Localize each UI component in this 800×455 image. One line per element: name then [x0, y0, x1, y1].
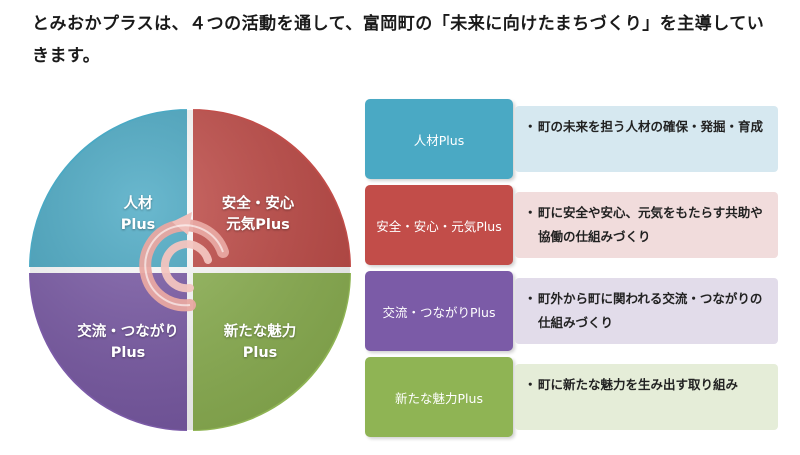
quadrant-label-line2: Plus	[120, 217, 156, 233]
activity-tag: 安全・安心・元気Plus	[365, 185, 513, 265]
intro-text: とみおかプラスは、４つの活動を通して、富岡町の「未来に向けたまちづくり」を主導し…	[32, 14, 765, 66]
activity-description: ・ 町外から町に関われる交流・つながりの仕組みづくり	[515, 278, 778, 344]
activity-description-text: 町外から町に関われる交流・つながりの仕組みづくり	[538, 291, 763, 330]
wheel-graphic	[26, 106, 354, 434]
quadrant-label-line2: Plus	[242, 345, 278, 361]
activity-row-miryoku: 新たな魅力Plus ・ 町に新たな魅力を生み出す取り組み	[365, 357, 785, 437]
bullet-mark: ・	[524, 205, 537, 220]
quadrant-label-miryoku: 新たな魅力 Plus	[212, 322, 308, 364]
bullet-mark: ・	[524, 291, 537, 306]
activity-row-anzen: 安全・安心・元気Plus ・ 町に安全や安心、元気をもたらす共助や協働の仕組みづ…	[365, 185, 785, 265]
quadrant-label-line1: 安全・安心	[221, 196, 295, 212]
activity-description: ・ 町に安全や安心、元気をもたらす共助や協働の仕組みづくり	[515, 192, 778, 258]
quadrant-jinzai	[26, 106, 189, 269]
activity-row-jinzai: 人材Plus ・ 町の未来を担う人材の確保・発掘・育成	[365, 99, 785, 179]
quadrant-label-line2: 元気Plus	[226, 217, 290, 233]
activity-tag: 交流・つながりPlus	[365, 271, 513, 351]
activity-wheel: 人材 Plus 安全・安心 元気Plus 交流・つながり Plus 新たな魅力 …	[22, 100, 366, 440]
quadrant-label-line1: 新たな魅力	[223, 324, 297, 340]
activity-description-text: 町の未来を担う人材の確保・発掘・育成	[538, 119, 764, 134]
activity-row-koryu: 交流・つながりPlus ・ 町外から町に関われる交流・つながりの仕組みづくり	[365, 271, 785, 351]
activity-tag: 新たな魅力Plus	[365, 357, 513, 437]
bullet-mark: ・	[524, 119, 537, 134]
activity-description-text: 町に安全や安心、元気をもたらす共助や協働の仕組みづくり	[538, 205, 763, 244]
cycle-arrow-icon	[139, 212, 229, 312]
bullet-mark: ・	[524, 377, 537, 392]
quadrant-label-line1: 人材	[123, 196, 153, 212]
quadrant-label-koryu: 交流・つながり Plus	[65, 322, 191, 364]
activity-description: ・ 町の未来を担う人材の確保・発掘・育成	[515, 106, 778, 172]
activity-description-text: 町に新たな魅力を生み出す取り組み	[538, 377, 739, 392]
quadrant-label-line1: 交流・つながり	[77, 324, 179, 340]
quadrant-label-jinzai: 人材 Plus	[107, 194, 169, 236]
quadrant-label-line2: Plus	[110, 345, 146, 361]
activity-tag: 人材Plus	[365, 99, 513, 179]
quadrant-label-anzen: 安全・安心 元気Plus	[212, 194, 304, 236]
activity-description: ・ 町に新たな魅力を生み出す取り組み	[515, 364, 778, 430]
